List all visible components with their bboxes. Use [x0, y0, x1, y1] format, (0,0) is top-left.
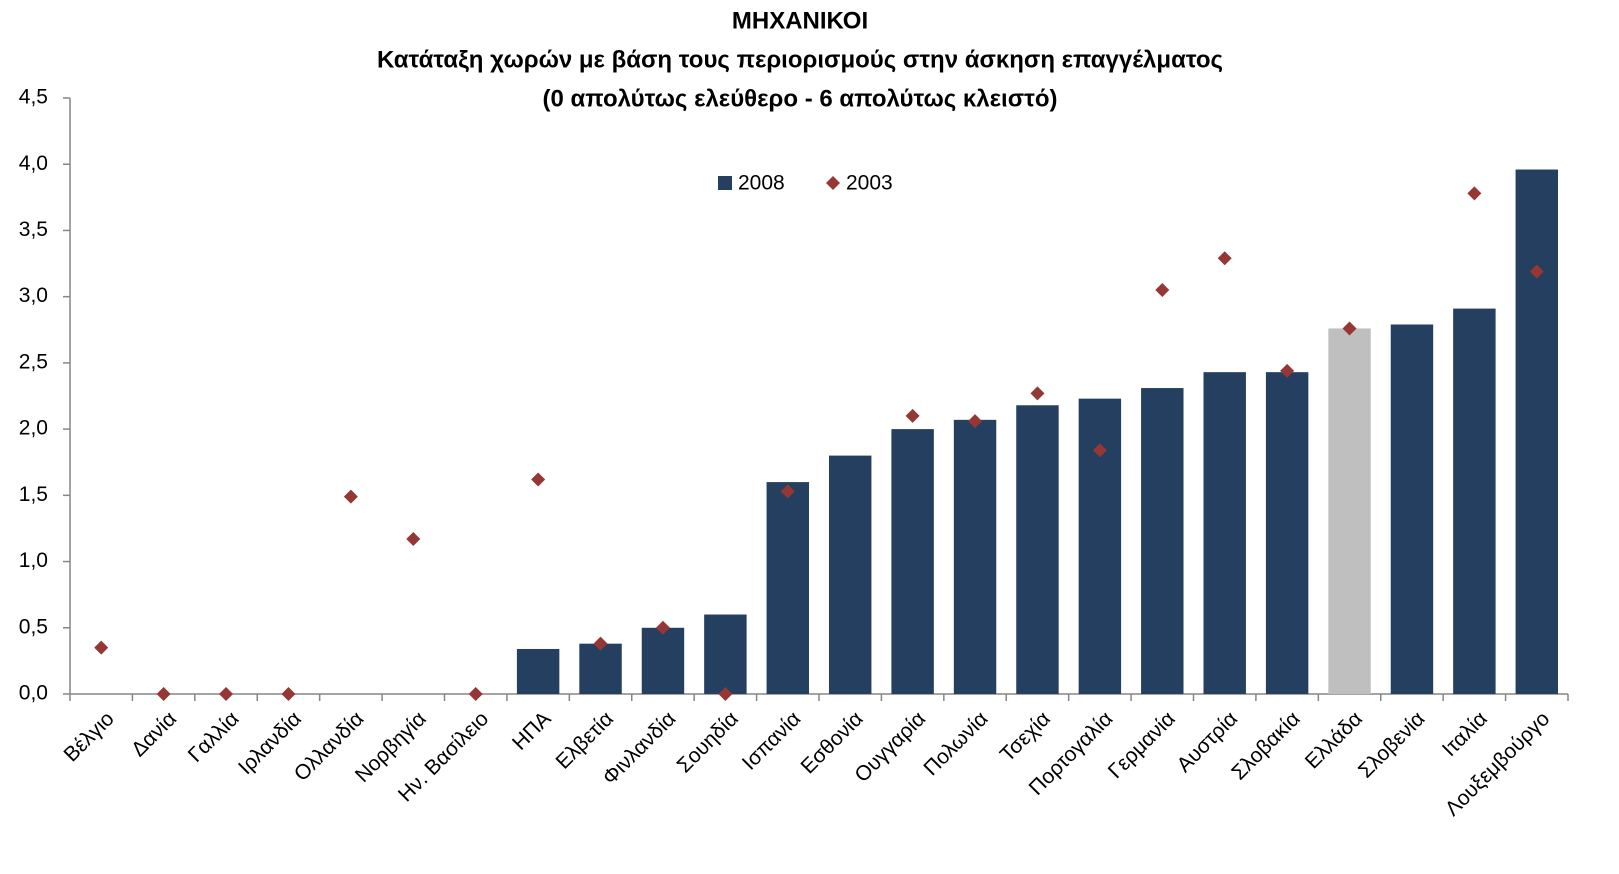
marker [1342, 321, 1357, 336]
bar [891, 429, 934, 694]
marker [156, 687, 171, 701]
x-tick-label: Δανία [127, 707, 181, 761]
bar [641, 627, 685, 694]
marker [1092, 443, 1107, 458]
marker [94, 640, 109, 655]
y-tick-label: 2,0 [19, 417, 48, 440]
legend-label: 2003 [846, 172, 893, 195]
y-tick-label: 3,0 [19, 284, 48, 307]
marker [1030, 386, 1045, 401]
x-tick-label: Βέλγιο [59, 707, 118, 766]
legend-swatch [826, 176, 840, 190]
x-tick-label: Πολωνία [919, 707, 992, 780]
y-tick-label: 4,5 [19, 86, 48, 109]
bar [1390, 324, 1434, 694]
legend-label: 2008 [738, 172, 785, 195]
x-tick-label: Σουηδία [673, 707, 743, 777]
marker [219, 687, 234, 701]
x-tick-label: Τσεχία [996, 707, 1055, 766]
marker [593, 636, 608, 651]
x-tick-label: Σλοβακία [1227, 707, 1304, 784]
bar [828, 455, 872, 694]
marker [343, 489, 358, 504]
y-tick-label: 1,0 [19, 549, 48, 572]
x-tick-label: Ιταλία [1438, 707, 1492, 761]
x-tick-label: Σλοβενία [1354, 707, 1429, 782]
bar [1265, 372, 1309, 694]
y-tick-label: 0,0 [19, 682, 48, 705]
x-tick-label: ΗΠΑ [508, 707, 556, 755]
marker [531, 472, 546, 487]
marker [968, 414, 983, 429]
y-tick-label: 0,5 [19, 615, 48, 638]
bar [704, 614, 747, 694]
bar [1078, 398, 1122, 694]
marker [406, 532, 421, 547]
bar [1453, 308, 1496, 694]
bar [953, 419, 997, 694]
bar [1203, 372, 1246, 694]
bar [766, 482, 810, 694]
marker [468, 687, 483, 701]
y-tick-label: 1,5 [19, 483, 48, 506]
marker [1155, 283, 1170, 298]
marker [718, 687, 733, 701]
y-tick-label: 2,5 [19, 350, 48, 373]
x-tick-label: Γαλλία [184, 707, 244, 767]
marker [655, 620, 670, 635]
chart-title: Κατάταξη χωρών με βάση τους περιορισμούς… [377, 46, 1223, 73]
marker [1280, 363, 1295, 378]
bar [516, 648, 560, 694]
y-tick-label: 3,5 [19, 218, 48, 241]
x-tick-label: Ισπανία [738, 707, 805, 774]
marker [905, 408, 920, 423]
bar [1328, 328, 1371, 694]
marker [1467, 186, 1482, 201]
marker [281, 687, 296, 701]
marker [780, 484, 795, 499]
x-tick-label: Γερμανία [1104, 707, 1180, 783]
bar [1141, 388, 1184, 694]
marker [1217, 251, 1232, 266]
marker [1529, 264, 1544, 279]
bar [1016, 405, 1059, 694]
bar [579, 643, 622, 694]
chart-title: (0 απολύτως ελεύθερο - 6 απολύτως κλειστ… [543, 85, 1058, 112]
bar [1515, 169, 1559, 694]
chart-title: ΜΗΧΑΝΙΚΟΙ [732, 7, 868, 34]
y-tick-label: 4,0 [19, 152, 48, 175]
legend-swatch [718, 176, 732, 190]
